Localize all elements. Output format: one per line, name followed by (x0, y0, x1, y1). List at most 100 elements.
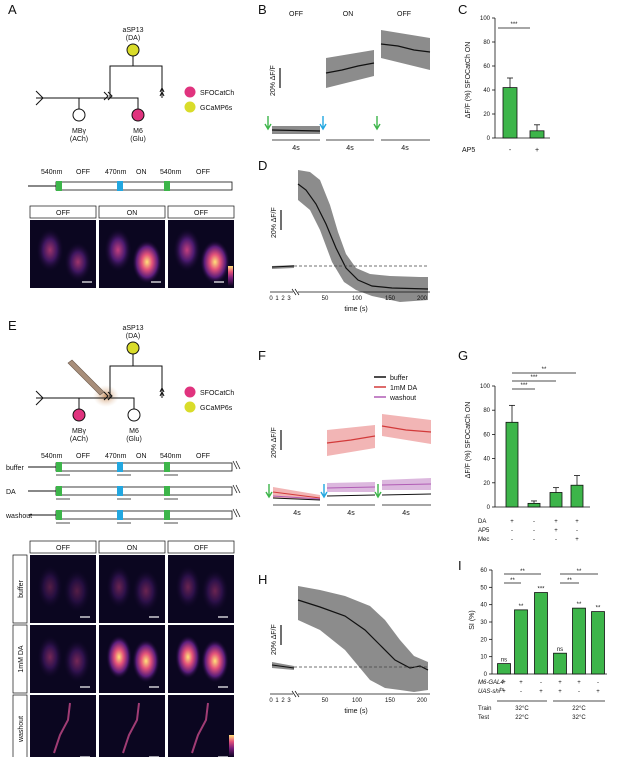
time-label-b-1: 4s (292, 145, 300, 152)
image-label-off-2: OFF (194, 210, 208, 217)
i-geno-label: M6-GAL4 (478, 680, 504, 686)
segment-label-off-1: OFF (289, 11, 303, 18)
image-e-label-on: ON (127, 545, 138, 552)
m6-label: M6 (133, 128, 143, 135)
micrograph-tile (99, 695, 165, 757)
i-bar-sig: *** (537, 587, 545, 593)
time-label-f-3: 4s (402, 510, 410, 517)
i-bar-sig: ns (557, 647, 563, 653)
trace-b-mean-2 (325, 62, 375, 74)
arrow-green-b-1 (264, 116, 272, 131)
g-bar (505, 421, 519, 508)
micrograph-a-off-2 (168, 220, 234, 288)
legend-dot-gcamp-e (184, 401, 196, 413)
image-row-a: OFF ON OFF (29, 205, 235, 288)
i-bar (497, 663, 511, 675)
i-geno-label: UAS-shits (478, 687, 504, 695)
g-ylabel: ΔF/F (%) SFOCatCh ON (465, 402, 472, 479)
node-mbg-e (72, 408, 86, 422)
panel-letter-a: A (8, 2, 17, 17)
protocol-e: 540nm OFF 470nm ON 540nm OFF buffer DA w… (5, 453, 241, 524)
panel-letter-b: B (258, 2, 267, 17)
image-e-label-off-1: OFF (56, 545, 70, 552)
scale-b: 20% ΔF/F (270, 65, 277, 96)
protocol-e-label-on: ON (136, 453, 147, 460)
i-geno-value: + (502, 680, 506, 686)
h-tick-200: 200 (417, 698, 428, 704)
legend-sfocatch: SFOCatCh (200, 90, 234, 97)
i-geno-value: + (577, 680, 581, 686)
g-row-value: + (575, 519, 579, 525)
protocol-bar (55, 462, 233, 472)
i-pair-sig: ** (520, 569, 525, 575)
c-ylabel: ΔF/F (%) SFOCatCh ON (465, 42, 472, 119)
trace-d-baseline (271, 265, 295, 268)
g-row-label: Mec (478, 537, 489, 543)
i-cond-value: 32°C (515, 706, 529, 712)
h-xlabel: time (s) (344, 708, 367, 715)
trace-b-mean-3 (380, 43, 431, 53)
i-bar (591, 611, 605, 675)
node-m6 (131, 108, 145, 122)
g-row-value: - (555, 537, 557, 543)
g-row-value: - (576, 528, 578, 534)
i-ytick: 60 (480, 568, 487, 574)
protocol-label-on: ON (136, 169, 147, 176)
d-tick-1: 1 (275, 296, 279, 302)
i-bar-sig: ** (519, 604, 524, 610)
image-row-washout: washout (18, 716, 25, 743)
i-cond-value: 22°C (572, 706, 586, 712)
colorbar-a (228, 266, 233, 286)
scale-d: 20% ΔF/F (271, 207, 278, 238)
i-geno-value: + (502, 689, 506, 695)
i-ytick: 50 (480, 585, 487, 591)
segment-label-off-2: OFF (397, 11, 411, 18)
protocol-e-label-540-2: 540nm (160, 453, 182, 460)
legend-dot-sfocatch-e (184, 386, 196, 398)
protocol-e-label-off-2: OFF (196, 453, 210, 460)
image-row-da: 1mM DA (18, 645, 25, 673)
colorbar-e (229, 735, 234, 757)
asp13-transmitter-e: (DA) (126, 333, 140, 340)
c-ytick: 100 (480, 16, 491, 22)
panel-letter-e: E (8, 318, 17, 333)
trace-d-mean (297, 183, 429, 290)
protocol-label-540-1: 540nm (41, 169, 63, 176)
i-geno-value: - (597, 680, 599, 686)
c-sig: *** (510, 22, 518, 28)
d-tick-50: 50 (322, 296, 329, 302)
g-row-value: - (511, 528, 513, 534)
i-ytick: 20 (480, 637, 487, 643)
i-bar (572, 607, 586, 675)
trace-b-sem-3 (381, 30, 430, 70)
i-cond-label: Train (478, 706, 491, 712)
protocol-label-470: 470nm (105, 169, 127, 176)
time-label-b-2: 4s (346, 145, 354, 152)
i-ytick: 30 (480, 620, 487, 626)
i-bar (553, 652, 567, 675)
c-ytick: 0 (487, 136, 491, 142)
panel-f: F 20% ΔF/F buffer 1mM DA washout (258, 348, 432, 517)
protocol-a: 540nm OFF 470nm ON 540nm OFF (28, 169, 233, 191)
i-pair-sig: ** (567, 578, 572, 584)
g-sig-2: *** (530, 375, 538, 381)
trace-b-mean-1 (271, 129, 321, 132)
protocol-label-540-2: 540nm (160, 169, 182, 176)
i-geno-value: - (540, 680, 542, 686)
legend-gcamp-e: GCaMP6s (200, 405, 233, 412)
mbg-label: MBγ (72, 128, 87, 135)
g-row-value: - (511, 537, 513, 543)
panel-g: G ΔF/F (%) SFOCatCh ON ** *** *** 0 20 40 6… (458, 348, 590, 543)
g-row-value: - (533, 519, 535, 525)
i-pair-sig: ** (577, 569, 582, 575)
i-geno-value: + (539, 689, 543, 695)
panel-letter-f: F (258, 348, 266, 363)
c-row-value-1: - (509, 147, 512, 154)
i-ylabel: SI (%) (469, 610, 476, 629)
g-row-label: DA (478, 519, 486, 525)
g-row-value: + (575, 537, 579, 543)
g-ytick: 40 (483, 457, 490, 463)
i-bar-sig: ** (596, 606, 601, 612)
i-geno-value: + (596, 689, 600, 695)
h-tick-2: 2 (281, 698, 285, 704)
